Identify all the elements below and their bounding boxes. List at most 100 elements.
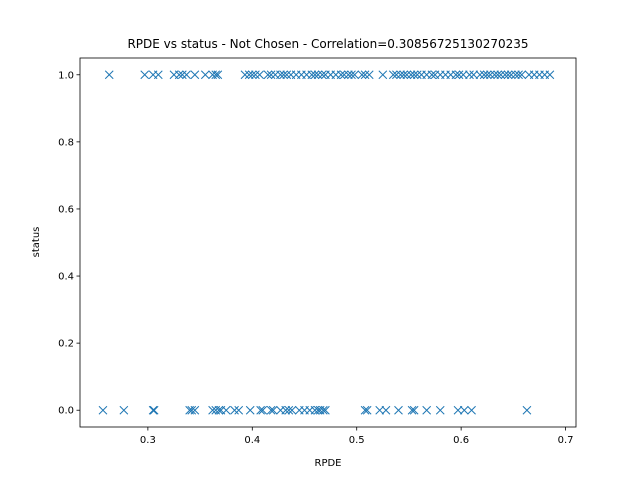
data-point: [149, 405, 159, 415]
data-point: [182, 70, 191, 80]
data-point: [321, 405, 330, 415]
data-point: [190, 405, 200, 415]
data-point: [255, 70, 264, 80]
data-point: [266, 405, 276, 415]
data-point: [435, 405, 445, 415]
data-point: [230, 405, 239, 415]
data-point: [451, 70, 461, 80]
data-point: [517, 70, 527, 80]
data-point: [279, 70, 288, 80]
data-point: [234, 405, 244, 415]
data-point: [244, 70, 254, 80]
data-point: [503, 70, 513, 80]
data-point: [98, 405, 108, 415]
data-point: [310, 70, 320, 80]
data-point: [409, 405, 419, 415]
data-point: [317, 70, 327, 80]
data-point: [104, 70, 114, 80]
data-point: [200, 70, 210, 80]
data-point: [281, 405, 291, 415]
data-point: [208, 405, 217, 415]
data-point: [282, 70, 292, 80]
data-point: [412, 70, 422, 80]
data-point: [214, 405, 224, 415]
data-points: [98, 70, 555, 415]
data-point: [406, 70, 416, 80]
data-point: [344, 70, 353, 80]
data-point: [362, 405, 372, 415]
data-point: [245, 405, 255, 415]
data-point: [211, 70, 221, 80]
data-point: [119, 405, 129, 415]
data-point: [148, 405, 158, 415]
data-point: [313, 70, 323, 80]
data-point: [381, 405, 391, 415]
data-point: [140, 70, 150, 80]
data-point: [336, 70, 346, 80]
data-point: [347, 70, 356, 80]
data-point: [402, 70, 412, 80]
data-point: [187, 405, 197, 415]
x-tick-label: 0.4: [244, 435, 260, 446]
data-point: [465, 70, 474, 80]
data-point: [251, 70, 260, 80]
y-tick-label: 0.4: [58, 272, 74, 283]
data-point: [263, 70, 273, 80]
data-point: [266, 70, 276, 80]
y-tick-label: 0.6: [58, 204, 74, 215]
data-point: [287, 405, 297, 415]
y-tick-label: 0.0: [58, 406, 74, 417]
data-point: [258, 405, 268, 415]
data-point: [475, 70, 485, 80]
x-tick-label: 0.5: [349, 435, 365, 446]
data-point: [409, 70, 419, 80]
data-point: [174, 70, 184, 80]
data-point: [268, 405, 278, 415]
x-tick-label: 0.3: [140, 435, 156, 446]
y-tick-label: 0.8: [58, 137, 74, 148]
data-point: [394, 405, 403, 415]
data-point: [514, 70, 523, 80]
data-point: [453, 405, 463, 415]
data-point: [392, 70, 401, 80]
plot-area-frame: [79, 57, 577, 428]
data-point: [399, 70, 409, 80]
y-axis-label: status: [31, 227, 42, 258]
x-tick-label: 0.7: [558, 435, 574, 446]
x-axis-ticks: 0.3 0.4 0.5 0.6 0.7: [140, 427, 574, 446]
data-point: [339, 70, 349, 80]
data-point: [221, 405, 231, 415]
data-point: [247, 70, 257, 80]
data-point: [469, 70, 479, 80]
data-point: [364, 70, 374, 80]
data-point: [284, 405, 294, 415]
data-point: [240, 70, 250, 80]
data-point: [350, 70, 359, 80]
y-tick-label: 1.0: [58, 70, 74, 81]
data-point: [256, 405, 266, 415]
data-point: [360, 70, 370, 80]
y-tick-label: 0.2: [58, 339, 74, 350]
data-point: [427, 70, 437, 80]
data-point: [318, 405, 328, 415]
chart-title: RPDE vs status - Not Chosen - Correlatio…: [127, 37, 528, 51]
data-point: [422, 405, 432, 415]
data-point: [190, 70, 200, 80]
data-point: [486, 70, 495, 80]
data-point: [177, 70, 187, 80]
data-point: [496, 70, 506, 80]
data-point: [500, 70, 510, 80]
data-point: [454, 70, 464, 80]
data-point: [407, 405, 417, 415]
data-point: [388, 70, 398, 80]
data-point: [360, 405, 370, 415]
data-point: [522, 405, 532, 415]
y-axis-ticks: 0.0 0.2 0.4 0.6 0.8 1.0: [58, 70, 80, 417]
data-point: [545, 70, 555, 80]
data-point: [506, 70, 516, 80]
data-point: [479, 70, 489, 80]
data-point: [153, 70, 163, 80]
data-point: [378, 70, 388, 80]
